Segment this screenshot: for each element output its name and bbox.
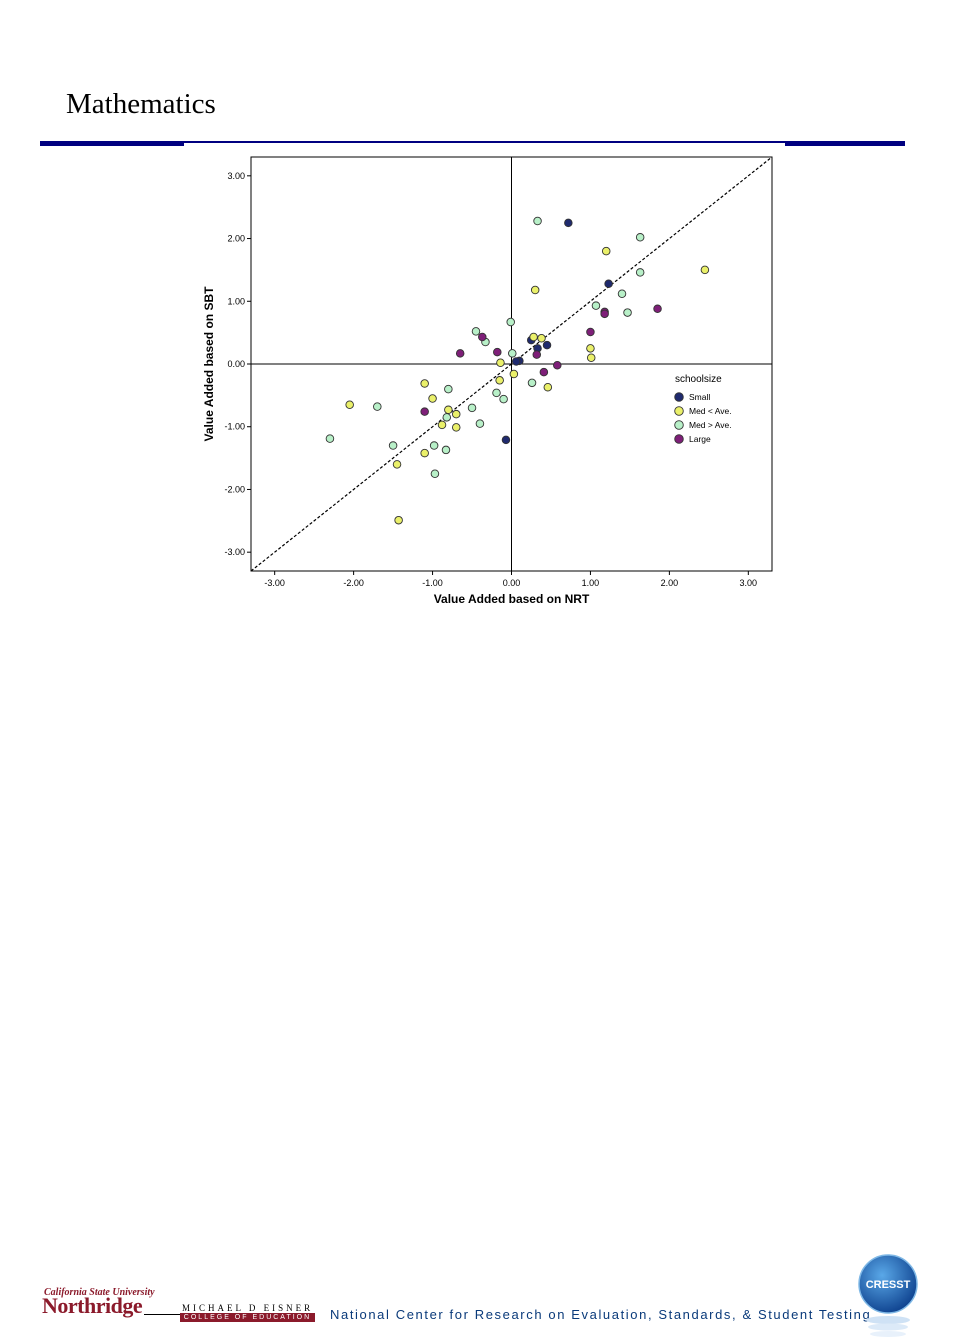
data-point bbox=[529, 332, 538, 342]
y-tick-label: -1.00 bbox=[224, 422, 245, 432]
data-point bbox=[623, 308, 632, 317]
legend-label: Med > Ave. bbox=[689, 420, 732, 430]
data-point bbox=[499, 394, 508, 404]
slide-title: Mathematics bbox=[66, 88, 216, 120]
data-point bbox=[428, 394, 437, 403]
data-point bbox=[392, 460, 402, 469]
data-point bbox=[601, 246, 611, 256]
data-point bbox=[471, 327, 481, 336]
title-underline-accent-right bbox=[785, 143, 905, 146]
data-point bbox=[455, 349, 465, 358]
data-point bbox=[591, 301, 601, 310]
data-point bbox=[635, 233, 645, 242]
data-point bbox=[635, 268, 645, 277]
x-tick-label: 0.00 bbox=[503, 578, 521, 588]
legend-label: Large bbox=[689, 434, 711, 444]
legend-label: Med < Ave. bbox=[689, 406, 732, 416]
cresst-logo: CRESST bbox=[858, 1254, 918, 1337]
data-point bbox=[420, 379, 429, 388]
legend-swatch bbox=[674, 392, 684, 402]
x-tick-label: 1.00 bbox=[582, 578, 600, 588]
legend-swatch bbox=[674, 406, 684, 416]
data-point bbox=[508, 349, 517, 358]
data-point bbox=[495, 376, 504, 385]
data-point bbox=[530, 285, 540, 295]
cresst-logo-text: CRESST bbox=[866, 1279, 911, 1291]
data-point bbox=[533, 216, 542, 226]
data-point bbox=[537, 334, 546, 343]
y-tick-label: 0.00 bbox=[227, 359, 245, 369]
data-point bbox=[394, 515, 403, 525]
center-name: National Center for Research on Evaluati… bbox=[330, 1307, 872, 1322]
data-point bbox=[600, 309, 609, 319]
data-point bbox=[442, 413, 452, 422]
data-point bbox=[553, 361, 562, 370]
legend-label: Small bbox=[689, 392, 710, 402]
scatter-chart: -3.00 -2.00 -1.00 0.00 1.00 2.00 3.00 3.00 2.00 1… bbox=[202, 156, 773, 606]
data-point bbox=[430, 469, 440, 479]
college-founder-label: MICHAEL D EISNER bbox=[182, 1303, 314, 1313]
data-point bbox=[586, 344, 595, 353]
data-point bbox=[564, 218, 573, 228]
y-tick-label: -2.00 bbox=[224, 484, 245, 494]
x-tick-label: 2.00 bbox=[661, 578, 679, 588]
data-point bbox=[527, 378, 537, 388]
x-tick-label: -1.00 bbox=[422, 578, 443, 588]
data-point bbox=[345, 400, 354, 410]
data-point bbox=[388, 441, 398, 450]
data-point bbox=[496, 358, 505, 367]
data-point bbox=[441, 445, 451, 455]
data-point bbox=[467, 403, 477, 413]
legend-title: schoolsize bbox=[675, 374, 722, 385]
x-tick-label: -3.00 bbox=[264, 578, 285, 588]
data-point bbox=[617, 289, 627, 298]
data-point bbox=[429, 441, 439, 450]
y-tick-label: -3.00 bbox=[224, 547, 245, 557]
data-point bbox=[451, 423, 461, 432]
identity-dashed-line bbox=[250, 156, 773, 572]
data-point bbox=[509, 369, 519, 379]
data-point bbox=[586, 353, 596, 362]
data-point bbox=[501, 435, 511, 445]
data-point bbox=[325, 434, 335, 443]
x-tick-label: -2.00 bbox=[343, 578, 364, 588]
data-point bbox=[451, 409, 461, 419]
data-point bbox=[543, 382, 553, 392]
data-point bbox=[420, 407, 429, 416]
data-point bbox=[653, 304, 662, 314]
y-tick-label: 3.00 bbox=[227, 171, 245, 181]
data-point bbox=[506, 317, 515, 327]
y-axis-label: Value Added based on SBT bbox=[202, 286, 216, 442]
data-point bbox=[475, 419, 485, 428]
title-underline bbox=[40, 141, 905, 143]
data-point bbox=[444, 405, 453, 415]
data-point bbox=[493, 347, 502, 357]
x-tick-label: 3.00 bbox=[740, 578, 758, 588]
data-point bbox=[511, 357, 521, 366]
data-point bbox=[373, 402, 382, 411]
data-point bbox=[532, 350, 542, 359]
data-point bbox=[604, 279, 613, 288]
footer: California State University Northridge M… bbox=[0, 636, 960, 1337]
y-tick-label: 2.00 bbox=[227, 234, 245, 244]
data-point bbox=[586, 327, 595, 337]
university-name: Northridge bbox=[42, 1293, 143, 1318]
data-point bbox=[478, 332, 487, 342]
legend-swatch bbox=[674, 434, 684, 444]
title-underline-accent-left bbox=[40, 143, 184, 146]
data-point bbox=[444, 384, 453, 394]
data-point bbox=[700, 265, 710, 275]
college-name: COLLEGE OF EDUCATION bbox=[180, 1313, 315, 1322]
x-axis-label: Value Added based on NRT bbox=[434, 592, 590, 606]
footer-divider-line bbox=[144, 1314, 180, 1315]
data-point bbox=[420, 448, 429, 458]
data-point bbox=[437, 420, 447, 430]
data-point bbox=[539, 367, 549, 377]
data-point bbox=[542, 340, 552, 350]
y-tick-label: 1.00 bbox=[227, 296, 245, 306]
legend-swatch bbox=[674, 420, 684, 430]
data-point bbox=[492, 388, 501, 398]
